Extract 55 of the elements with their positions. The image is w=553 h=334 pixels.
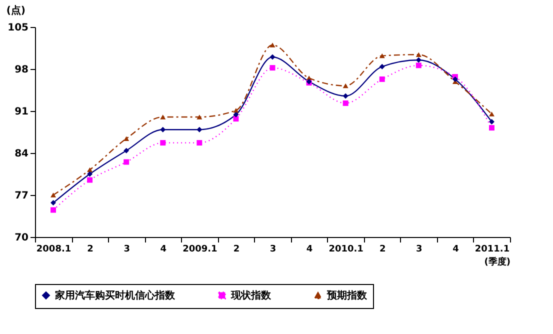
y-tick-label: 91 bbox=[14, 106, 29, 118]
x-tick-label: 2010.1 bbox=[328, 244, 364, 254]
point bbox=[50, 200, 56, 206]
point bbox=[416, 52, 422, 57]
point bbox=[342, 93, 348, 99]
point bbox=[488, 125, 494, 131]
x-tick-label: 4 bbox=[306, 244, 313, 254]
point bbox=[196, 114, 202, 120]
x-tick-label: 4 bbox=[452, 244, 459, 254]
point bbox=[124, 136, 130, 141]
y-tick-label: 105 bbox=[8, 22, 29, 34]
point bbox=[160, 114, 166, 120]
point bbox=[196, 140, 202, 146]
x-tick-label: 2 bbox=[233, 244, 240, 254]
point bbox=[270, 42, 276, 48]
point bbox=[379, 64, 385, 70]
point bbox=[233, 116, 239, 122]
legend-label: 家用汽车购买时机信心指数 bbox=[54, 289, 176, 302]
legend-label: 预期指数 bbox=[326, 290, 368, 302]
point bbox=[160, 140, 166, 146]
x-tick-label: 2 bbox=[379, 244, 386, 254]
point bbox=[87, 177, 93, 183]
x-tick-label: 4 bbox=[160, 244, 167, 254]
point bbox=[124, 148, 130, 154]
point bbox=[379, 53, 385, 58]
point bbox=[196, 126, 202, 132]
x-tick-label: 2008.1 bbox=[36, 244, 72, 254]
point bbox=[379, 76, 385, 82]
x-tick-label: 3 bbox=[124, 244, 130, 254]
y-tick-label: 98 bbox=[14, 64, 29, 76]
point bbox=[270, 65, 276, 71]
point bbox=[160, 126, 166, 132]
legend-label: 现状指数 bbox=[230, 289, 272, 302]
point bbox=[416, 62, 422, 68]
point bbox=[342, 83, 348, 88]
x-tick-label: 2009.1 bbox=[182, 244, 218, 254]
y-tick-label: 77 bbox=[14, 190, 29, 202]
x-tick-label: 2011.1 bbox=[474, 244, 510, 254]
point bbox=[87, 171, 93, 177]
point bbox=[124, 159, 130, 165]
x-axis-title: (季度) bbox=[484, 256, 510, 268]
point bbox=[87, 167, 93, 172]
x-tick-label: 3 bbox=[270, 244, 276, 254]
point bbox=[50, 207, 56, 213]
x-tick-label: 3 bbox=[416, 244, 422, 254]
point bbox=[488, 112, 494, 116]
point bbox=[270, 54, 276, 60]
y-tick-label: 84 bbox=[14, 148, 29, 160]
y-tick-label: 70 bbox=[14, 232, 29, 244]
point bbox=[233, 112, 239, 118]
point bbox=[50, 192, 56, 198]
point bbox=[488, 119, 494, 125]
y-axis-title: (点) bbox=[6, 4, 26, 16]
point bbox=[342, 100, 348, 106]
x-tick-label: 2 bbox=[87, 244, 94, 254]
